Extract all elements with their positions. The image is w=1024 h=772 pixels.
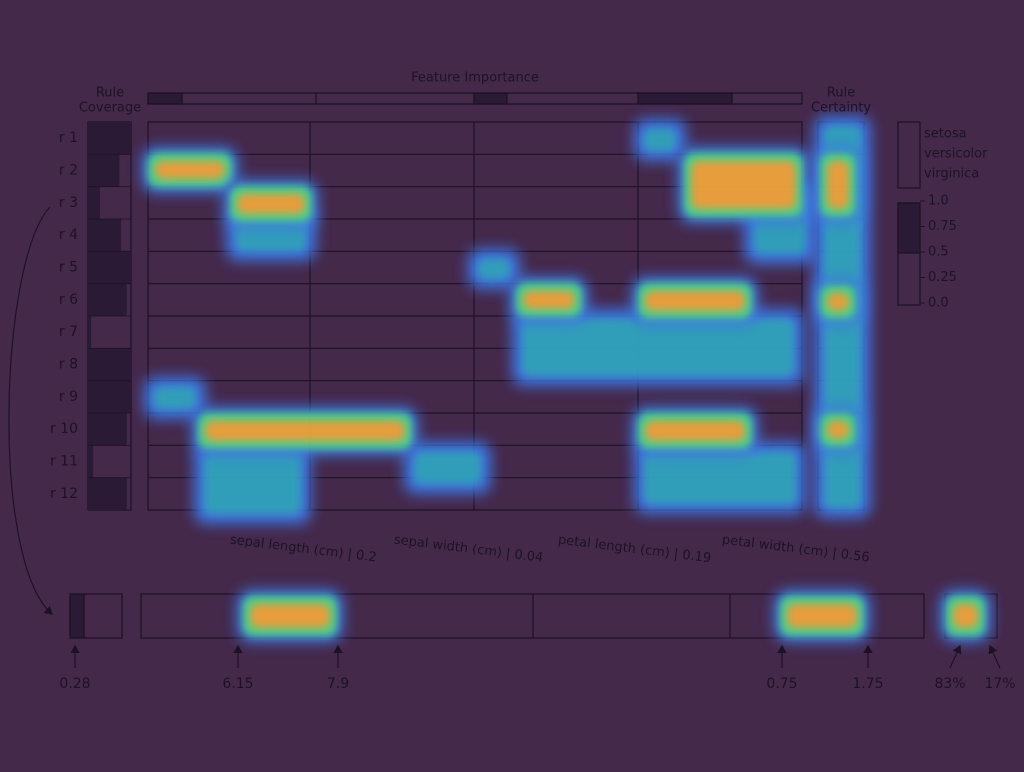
heat-core <box>250 604 330 628</box>
coverage-bar <box>88 380 131 413</box>
colorbar-fill <box>897 202 921 254</box>
label-arrow <box>988 644 1001 669</box>
colorbar-label: 0.25 <box>928 270 957 285</box>
coverage-bar <box>88 283 127 316</box>
rule-label: r 9 <box>59 389 78 405</box>
colorbar-label: 0.5 <box>928 245 949 260</box>
rule-label: r 8 <box>59 357 78 373</box>
legend-label: virginica <box>924 167 979 182</box>
coverage-title: Rule <box>96 86 124 101</box>
heat-core <box>237 194 305 214</box>
rule-label: r 2 <box>59 163 78 179</box>
heat-core <box>787 604 857 628</box>
selected-label: 17% <box>984 676 1015 692</box>
heat-core <box>522 319 794 376</box>
coverage-bar <box>88 445 94 478</box>
coverage-bar <box>88 348 131 381</box>
rule-label: r 5 <box>59 260 78 276</box>
rule-label: r 7 <box>59 324 78 340</box>
colorbar-label: 0.0 <box>928 296 949 311</box>
coverage-bar <box>88 122 131 155</box>
coverage-bar <box>88 154 120 187</box>
heat-core <box>645 421 745 441</box>
coverage-bar <box>88 316 92 349</box>
heat-core <box>478 259 510 279</box>
rule-label: r 4 <box>59 227 78 243</box>
heat-core <box>827 293 849 311</box>
attention-heatmap <box>142 116 991 642</box>
rule-label: r 11 <box>50 454 78 470</box>
legend-label: versicolor <box>924 147 988 162</box>
importance-title: Feature Importance <box>411 71 539 86</box>
heat-core <box>204 452 301 514</box>
texts: r 1 r 2 r 3 r 4 r 5 r 6 r 7 r 8 r 9 r 10 r 11 r 12 R… <box>50 71 1016 693</box>
importance-segment <box>473 92 508 105</box>
colorbar-label: 0.75 <box>928 219 957 234</box>
heat-core <box>644 129 676 151</box>
rule-label: r 1 <box>59 130 78 146</box>
feature-label: petal length (cm) | 0.19 <box>557 533 712 567</box>
selected-label: 0.75 <box>766 676 797 692</box>
legend-label: setosa <box>924 127 967 142</box>
selected-coverage-fill <box>69 593 85 639</box>
importance-segment <box>147 92 183 105</box>
coverage-bar <box>88 413 127 446</box>
rule-label: r 6 <box>59 292 78 308</box>
heat-core <box>205 421 405 441</box>
certainty-title: Rule <box>827 86 855 101</box>
selected-label: 83% <box>934 676 965 692</box>
selected-label: 0.28 <box>59 676 90 692</box>
colorbar-label: 1.0 <box>928 194 949 209</box>
heat-core <box>691 161 796 209</box>
coverage-bar <box>88 251 131 284</box>
rule-label: r 12 <box>50 486 78 502</box>
heat-core <box>523 291 575 309</box>
coverage-bar <box>88 477 127 510</box>
link-arrow <box>8 206 53 615</box>
heat-core <box>645 291 745 311</box>
heat-core <box>827 161 849 209</box>
certainty-title: Certainty <box>811 101 871 116</box>
selected-label: 6.15 <box>222 676 253 692</box>
coverage-title: Coverage <box>79 101 141 116</box>
heat-core <box>827 421 849 439</box>
rule-label: r 3 <box>59 195 78 211</box>
selected-label: 7.9 <box>327 676 349 692</box>
selected-label: 1.75 <box>852 676 883 692</box>
coverage-bar <box>88 186 101 219</box>
importance-segment <box>637 92 733 105</box>
rule-label: r 10 <box>50 421 78 437</box>
heat-core <box>414 452 481 484</box>
heat-core <box>644 452 796 504</box>
feature-label: sepal length (cm) | 0.2 <box>229 533 377 566</box>
coverage-bar <box>88 219 122 252</box>
heat-core <box>154 387 196 409</box>
legend-box <box>897 121 921 189</box>
feature-label: sepal width (cm) | 0.04 <box>393 533 544 566</box>
label-arrow <box>949 644 962 669</box>
heat-core <box>155 161 225 179</box>
heat-core <box>953 604 978 628</box>
feature-label: petal width (cm) | 0.56 <box>721 533 870 566</box>
